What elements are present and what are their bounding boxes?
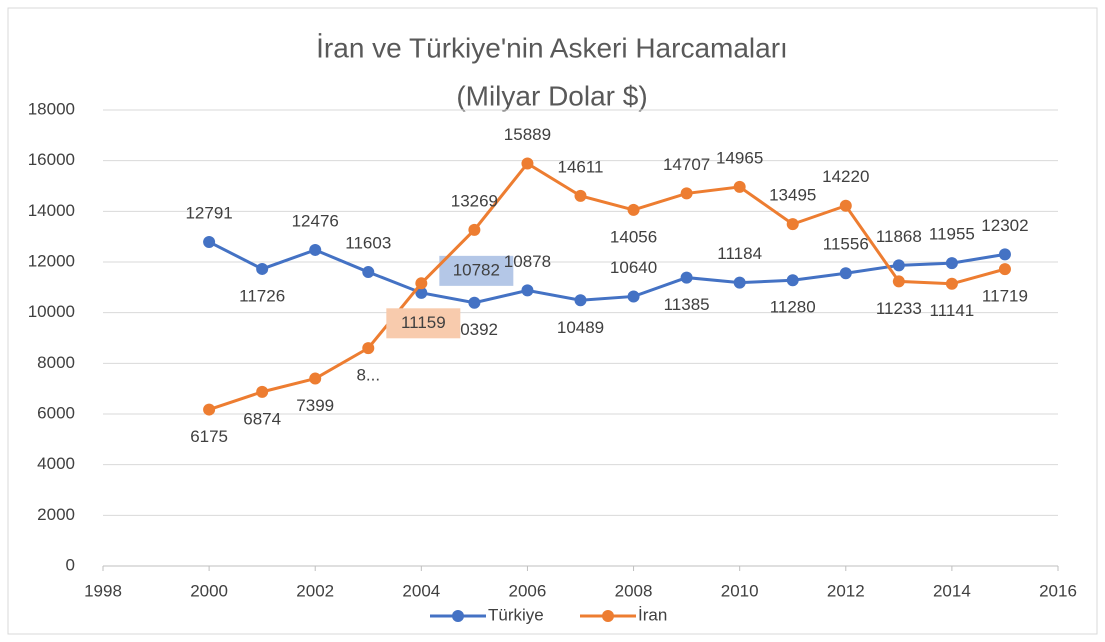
data-label: 6874	[243, 409, 281, 428]
data-label: 11385	[664, 295, 710, 314]
data-label: 15889	[504, 125, 551, 144]
chart-title: İran ve Türkiye'nin Askeri Harcamaları	[316, 32, 788, 63]
data-label: 7399	[296, 396, 334, 415]
data-label: 11184	[717, 244, 762, 263]
point	[362, 266, 375, 279]
x-tick-label: 2000	[190, 581, 228, 600]
chart-subtitle: (Milyar Dolar $)	[456, 80, 647, 111]
point	[468, 223, 481, 236]
label-box	[439, 255, 514, 286]
x-tick-label: 2012	[827, 581, 865, 600]
data-label: 11141	[930, 301, 975, 320]
point	[945, 277, 958, 290]
point	[415, 277, 428, 290]
y-tick-label: 18000	[28, 99, 75, 118]
data-label: 11233	[876, 299, 922, 318]
y-tick-label: 12000	[28, 251, 75, 270]
y-tick-label: 16000	[28, 150, 75, 169]
data-label: 12791	[185, 203, 232, 222]
y-tick-label: 14000	[28, 201, 75, 220]
legend-label: Türkiye	[488, 605, 544, 624]
legend-label: İran	[638, 605, 667, 624]
data-label: 12476	[292, 211, 339, 230]
data-label: 14056	[610, 227, 657, 246]
chart-frame	[7, 7, 1098, 635]
y-tick-label: 0	[66, 555, 75, 574]
point	[627, 290, 640, 303]
data-label: 11955	[929, 225, 975, 244]
data-label: 11556	[823, 235, 869, 254]
point	[892, 275, 905, 288]
point	[998, 248, 1011, 261]
point	[256, 262, 269, 275]
data-label: 11603	[345, 234, 391, 253]
point	[945, 257, 958, 270]
point	[627, 203, 640, 216]
point	[203, 235, 216, 248]
point	[468, 296, 481, 309]
x-tick-label: 2006	[509, 581, 547, 600]
x-tick-label: 2014	[933, 581, 971, 600]
series-line	[208, 161, 1006, 411]
data-label: 6175	[190, 427, 228, 446]
point	[574, 294, 587, 307]
data-label: 11280	[770, 298, 816, 317]
point	[680, 271, 693, 284]
label-box	[386, 308, 461, 339]
data-label: 13269	[451, 191, 498, 210]
x-tick-label: 2002	[296, 581, 334, 600]
data-label: 10878	[504, 252, 551, 271]
point	[680, 187, 693, 200]
point	[786, 274, 799, 287]
point	[521, 157, 534, 170]
point	[733, 180, 746, 193]
point	[521, 284, 534, 297]
data-label: 11159	[401, 313, 446, 332]
point	[309, 243, 322, 256]
point	[998, 263, 1011, 276]
point	[733, 276, 746, 289]
x-tick-label: 2010	[721, 581, 759, 600]
data-label: 12302	[981, 216, 1028, 235]
x-tick-label: 2008	[615, 581, 653, 600]
data-label: 11726	[239, 286, 285, 305]
point	[362, 342, 375, 355]
point	[839, 199, 852, 212]
point	[415, 286, 428, 299]
data-label: 10392	[451, 320, 498, 339]
point	[839, 267, 852, 280]
point	[256, 385, 269, 398]
series-line	[208, 240, 1006, 305]
point	[892, 259, 905, 272]
x-tick-label: 2004	[402, 581, 440, 600]
legend-marker	[602, 610, 614, 622]
legend-marker	[452, 610, 464, 622]
data-label: 14965	[716, 148, 763, 167]
y-tick-label: 4000	[37, 454, 75, 473]
y-tick-label: 8000	[37, 353, 75, 372]
point	[574, 189, 587, 202]
data-label: 10489	[557, 318, 604, 337]
point	[309, 372, 322, 385]
data-label: 14707	[663, 155, 710, 174]
point	[786, 218, 799, 231]
data-label: 11868	[876, 227, 922, 246]
data-label: 10782	[453, 260, 500, 279]
y-tick-label: 2000	[37, 505, 75, 524]
data-label: 13495	[769, 186, 816, 205]
data-label: 14611	[557, 157, 603, 176]
data-label: 8...	[356, 366, 380, 385]
data-label: 11719	[982, 287, 1028, 306]
y-tick-label: 6000	[37, 403, 75, 422]
y-tick-label: 10000	[28, 302, 75, 321]
x-tick-label: 2016	[1039, 581, 1077, 600]
data-label: 10640	[610, 258, 657, 277]
data-label: 14220	[822, 167, 869, 186]
point	[203, 403, 216, 416]
x-tick-label: 1998	[84, 581, 122, 600]
